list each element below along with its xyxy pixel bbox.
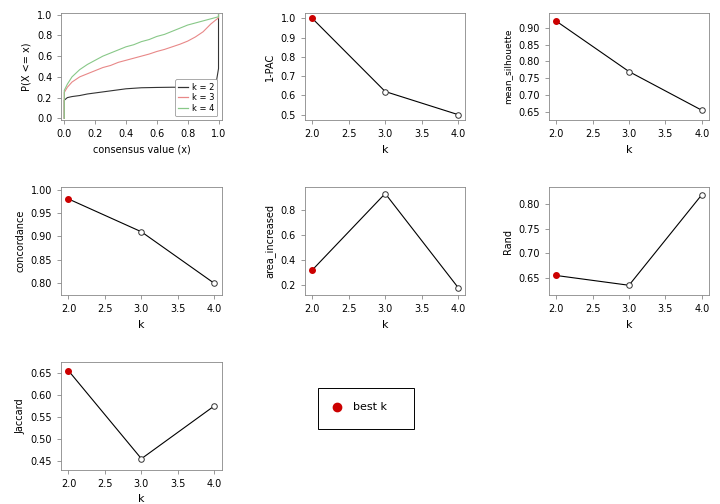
X-axis label: k: k	[382, 145, 389, 155]
Y-axis label: Rand: Rand	[503, 229, 513, 254]
FancyBboxPatch shape	[318, 388, 414, 429]
Y-axis label: 1-PAC: 1-PAC	[265, 52, 275, 81]
X-axis label: k: k	[382, 320, 389, 330]
X-axis label: k: k	[626, 145, 632, 155]
X-axis label: k: k	[626, 320, 632, 330]
X-axis label: k: k	[138, 320, 145, 330]
X-axis label: k: k	[138, 494, 145, 504]
Y-axis label: mean_silhouette: mean_silhouette	[503, 29, 513, 104]
Legend: k = 2, k = 3, k = 4: k = 2, k = 3, k = 4	[175, 79, 217, 116]
Y-axis label: area_increased: area_increased	[264, 204, 275, 278]
Y-axis label: concordance: concordance	[15, 210, 25, 272]
Y-axis label: P(X <= x): P(X <= x)	[22, 42, 31, 91]
Y-axis label: Jaccard: Jaccard	[15, 398, 25, 433]
X-axis label: consensus value (x): consensus value (x)	[93, 145, 190, 155]
Text: best k: best k	[353, 402, 387, 412]
